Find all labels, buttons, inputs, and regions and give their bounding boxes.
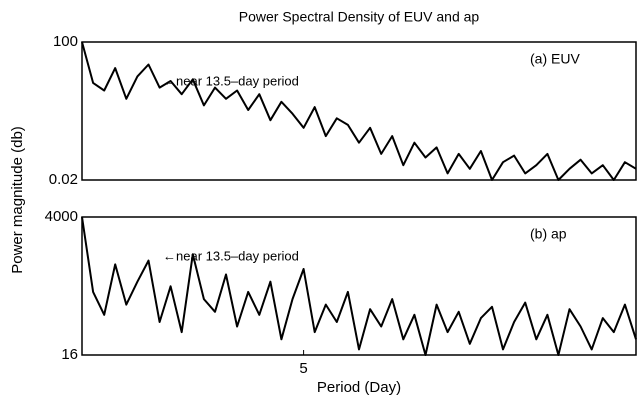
y-axis-label: Power magnitude (db) (9, 126, 26, 274)
x-axis-label: Period (Day) (317, 379, 401, 396)
y-tick-label: 0.02 (49, 171, 78, 188)
x-tick-label: 5 (299, 360, 307, 377)
annotation: ←near 13.5–day period (163, 73, 299, 88)
plot-frame (81, 216, 637, 356)
data-line (81, 41, 637, 181)
plot-frame (81, 41, 637, 181)
panel-label: (a) EUV (530, 51, 580, 67)
y-tick-label: 16 (61, 346, 78, 363)
y-tick-label: 100 (53, 33, 78, 50)
panel-label: (b) ap (530, 226, 567, 242)
data-line (81, 216, 637, 356)
y-tick-label: 4000 (45, 208, 78, 225)
annotation: ←near 13.5–day period (163, 248, 299, 263)
chart-title: Power Spectral Density of EUV and ap (239, 9, 480, 25)
